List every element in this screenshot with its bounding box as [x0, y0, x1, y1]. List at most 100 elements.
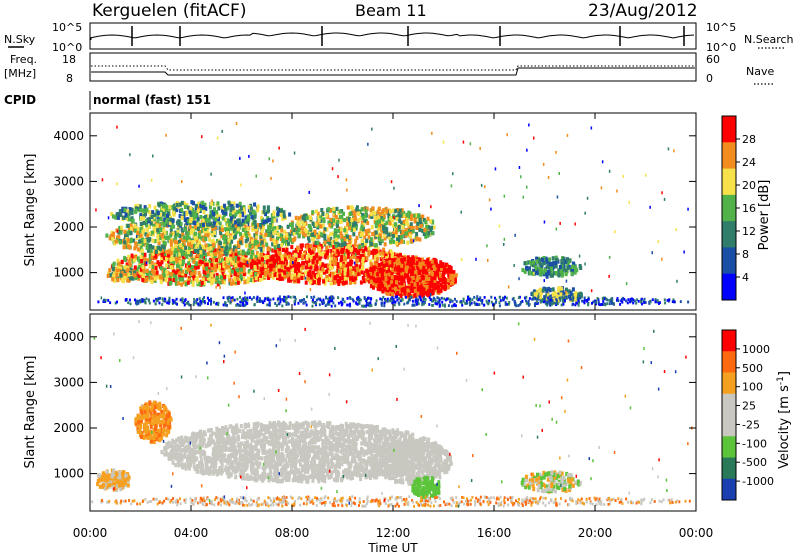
range-gate-cell: [239, 214, 242, 218]
range-gate-cell: [189, 225, 192, 229]
range-gate-cell: [415, 226, 418, 230]
range-gate-cell: [193, 298, 195, 301]
range-gate-cell: [308, 249, 311, 253]
range-gate-cell: [312, 259, 315, 263]
range-gate-cell: [320, 252, 323, 256]
range-gate-cell: [350, 260, 353, 264]
range-gate-cell: [339, 210, 342, 214]
range-gate-cell: [412, 304, 414, 307]
range-gate-cell: [301, 266, 304, 270]
range-gate-cell: [318, 218, 321, 222]
range-gate-cell: [322, 279, 325, 283]
range-gate-cell: [339, 262, 342, 266]
cpid-value: normal (fast) 151: [93, 93, 211, 107]
range-gate-cell: [142, 209, 145, 213]
range-gate-cell: [250, 207, 253, 211]
range-gate-cell: [427, 217, 430, 221]
range-gate-cell: [230, 216, 233, 220]
range-gate-cell: [354, 272, 357, 276]
range-gate-cell: [305, 229, 308, 233]
range-gate-cell: [228, 275, 231, 279]
range-gate-cell: [287, 268, 290, 272]
range-gate-cell: [361, 225, 364, 229]
freq-trace: [91, 68, 695, 75]
range-gate-cell: [140, 216, 143, 220]
range-gate-cell: [319, 224, 322, 228]
range-gate-cell: [372, 206, 375, 210]
range-gate-cell: [214, 252, 217, 256]
range-gate-cell: [141, 278, 144, 282]
range-gate-cell: [406, 241, 409, 245]
range-gate-cell: [155, 266, 158, 270]
range-gate-cell: [217, 279, 220, 283]
range-gate-cell: [371, 225, 374, 229]
range-gate-cell: [196, 243, 199, 247]
range-gate-cell: [298, 273, 301, 277]
range-gate-cell: [378, 219, 381, 223]
range-gate-cell: [410, 272, 413, 276]
range-gate-cell: [542, 289, 545, 293]
range-gate-cell: [443, 278, 446, 282]
range-gate-cell: [228, 300, 230, 303]
range-gate-cell: [189, 206, 192, 210]
range-gate-cell: [210, 202, 213, 206]
range-gate-cell: [418, 263, 421, 267]
range-gate-cell: [332, 218, 335, 222]
range-gate-cell: [154, 276, 157, 280]
range-gate-cell: [137, 247, 140, 251]
range-gate-cell: [284, 253, 287, 257]
range-gate-cell: [218, 251, 221, 255]
range-gate-cell: [499, 301, 501, 304]
range-gate-cell: [406, 288, 409, 292]
range-gate-cell: [340, 257, 343, 261]
range-gate-cell: [440, 264, 443, 268]
range-gate-cell: [257, 204, 260, 208]
range-gate-cell: [345, 281, 348, 285]
range-gate-cell: [278, 269, 281, 273]
range-gate-cell: [301, 255, 304, 259]
range-gate-cell: [123, 256, 126, 260]
range-gate-cell: [293, 276, 296, 280]
range-gate-cell: [391, 275, 394, 279]
range-gate-cell: [267, 205, 270, 209]
range-gate-cell: [370, 242, 373, 246]
range-gate-cell: [571, 272, 574, 276]
range-gate-cell: [154, 206, 157, 210]
range-gate-cell: [242, 251, 245, 255]
range-gate-cell: [547, 270, 550, 274]
range-gate-cell: [376, 257, 379, 261]
range-gate-cell: [227, 219, 230, 223]
range-gate-cell: [506, 297, 508, 300]
range-gate-cell: [283, 275, 286, 279]
range-gate-cell: [261, 257, 264, 261]
range-gate-cell: [146, 246, 149, 250]
range-gate-cell: [220, 248, 223, 252]
range-gate-cell: [160, 266, 163, 270]
range-gate-cell: [162, 204, 165, 208]
range-gate-cell: [210, 281, 213, 285]
range-gate-cell: [165, 278, 168, 282]
range-gate-cell: [254, 220, 257, 224]
range-gate-cell: [407, 260, 410, 264]
freq-tick-top: 18: [62, 53, 76, 66]
range-gate-cell: [278, 264, 281, 268]
range-gate-cell: [184, 205, 187, 209]
range-gate-cell: [171, 219, 174, 223]
range-gate-cell: [123, 245, 126, 249]
range-gate-cell: [123, 230, 126, 234]
range-gate-cell: [176, 203, 179, 207]
range-gate-cell: [187, 242, 190, 246]
range-gate-cell: [344, 242, 347, 246]
range-gate-cell: [280, 243, 283, 247]
range-gate-cell: [246, 280, 249, 284]
range-gate-cell: [167, 236, 170, 240]
range-gate-cell: [328, 277, 331, 281]
range-gate-cell: [414, 218, 417, 222]
range-gate-cell: [311, 233, 314, 237]
range-gate-cell: [447, 278, 450, 282]
range-gate-cell: [625, 300, 627, 303]
range-gate-cell: [231, 270, 234, 274]
range-gate-cell: [418, 228, 421, 232]
range-gate-cell: [333, 297, 335, 300]
